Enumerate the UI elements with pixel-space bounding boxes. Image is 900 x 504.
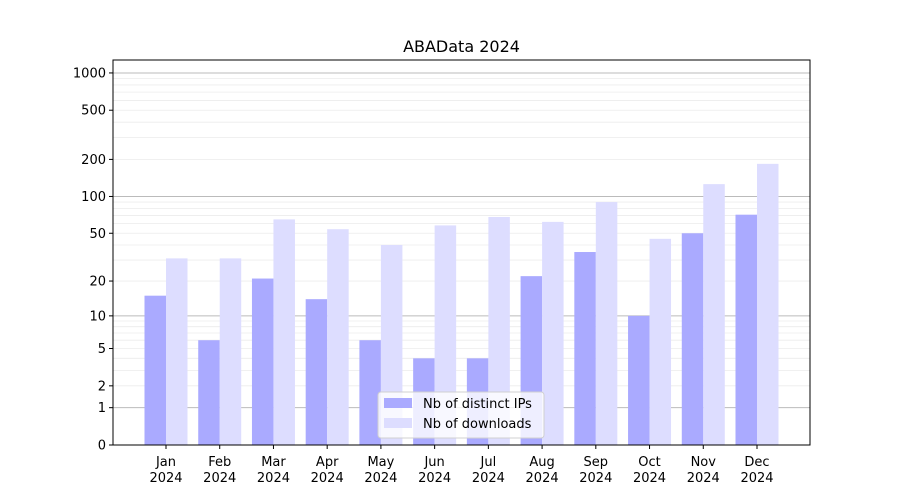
y-tick-label: 1 bbox=[98, 401, 106, 416]
chart-title: ABAData 2024 bbox=[403, 37, 520, 56]
bar-distinct-ips bbox=[735, 214, 757, 445]
y-tick-label: 100 bbox=[81, 190, 106, 205]
bar-downloads bbox=[273, 219, 295, 445]
bar-downloads bbox=[703, 184, 725, 445]
x-tick-label: Jan 2024 bbox=[149, 455, 182, 486]
y-tick-label: 500 bbox=[81, 104, 106, 119]
bar-downloads bbox=[488, 216, 510, 445]
bar-downloads bbox=[219, 258, 242, 445]
bar-downloads bbox=[542, 221, 564, 445]
bar-distinct-ips bbox=[628, 315, 650, 445]
legend-swatch bbox=[384, 398, 412, 408]
x-tick-label: Jun 2024 bbox=[418, 455, 451, 486]
x-tick-label: Feb 2024 bbox=[203, 455, 236, 486]
x-tick-label: Oct 2024 bbox=[633, 455, 666, 486]
bar-distinct-ips bbox=[305, 299, 328, 445]
x-tick-label: Dec 2024 bbox=[740, 455, 773, 486]
x-tick-label: Aug 2024 bbox=[526, 455, 559, 486]
y-tick-label: 2 bbox=[98, 379, 106, 394]
bar-distinct-ips bbox=[251, 278, 274, 445]
y-tick-label: 0 bbox=[98, 439, 106, 454]
y-tick-label: 200 bbox=[81, 153, 106, 168]
x-tick-label: Nov 2024 bbox=[687, 455, 720, 486]
bar-downloads bbox=[166, 258, 188, 445]
bar-downloads bbox=[434, 225, 457, 445]
bar-distinct-ips bbox=[198, 340, 220, 445]
x-tick-label: May 2024 bbox=[364, 455, 397, 486]
plot-frame bbox=[112, 59, 811, 446]
bar-distinct-ips bbox=[359, 340, 381, 445]
y-tick-label: 10 bbox=[89, 309, 106, 324]
bar-distinct-ips bbox=[144, 295, 166, 445]
x-tick-label: Jul 2024 bbox=[472, 455, 505, 486]
legend-label: Nb of distinct IPs bbox=[423, 397, 532, 412]
bar-downloads bbox=[595, 202, 618, 445]
bar-downloads bbox=[649, 238, 672, 445]
x-tick-label: Apr 2024 bbox=[311, 455, 344, 486]
y-tick-label: 5 bbox=[98, 342, 106, 357]
y-tick-label: 20 bbox=[89, 275, 106, 290]
legend-box bbox=[377, 391, 545, 439]
legend-label: Nb of downloads bbox=[423, 417, 532, 432]
bar-downloads bbox=[757, 163, 779, 445]
legend-swatch bbox=[384, 418, 412, 428]
bar-distinct-ips bbox=[681, 233, 704, 445]
y-tick-label: 1000 bbox=[73, 66, 106, 81]
legend: Nb of distinct IPs Nb of downloads bbox=[377, 391, 545, 439]
x-tick-label: Sep 2024 bbox=[579, 455, 612, 486]
bar-downloads bbox=[327, 229, 349, 445]
bar-distinct-ips bbox=[574, 252, 596, 445]
x-tick-label: Mar 2024 bbox=[257, 455, 290, 486]
y-tick-label: 50 bbox=[89, 227, 106, 242]
